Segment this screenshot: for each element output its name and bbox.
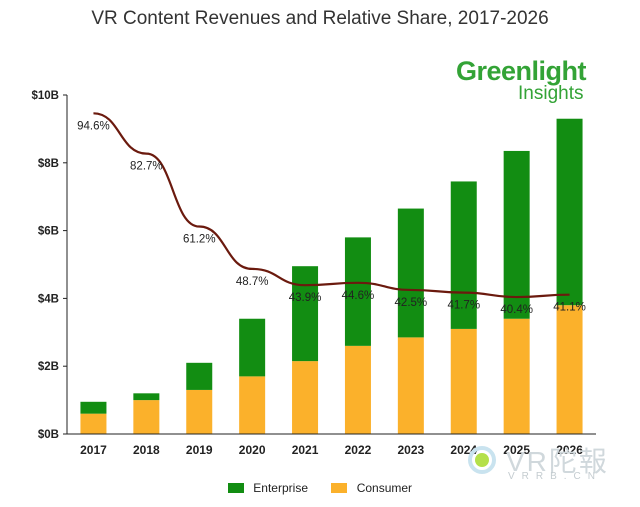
bar-consumer-2020 bbox=[239, 376, 266, 434]
legend-label-enterprise: Enterprise bbox=[253, 480, 308, 495]
bar-enterprise-2019 bbox=[186, 362, 213, 390]
bar-enterprise-2021 bbox=[292, 266, 319, 362]
bar-enterprise-2022 bbox=[344, 237, 371, 346]
legend-item-consumer: Consumer bbox=[331, 481, 412, 495]
share-label-2022: 44.6% bbox=[342, 290, 375, 302]
share-label-2024: 41.7% bbox=[447, 300, 480, 312]
legend-label-consumer: Consumer bbox=[356, 480, 413, 495]
bar-enterprise-2017 bbox=[80, 401, 107, 414]
x-tick-label-2017: 2017 bbox=[80, 443, 107, 457]
x-tick-label-2018: 2018 bbox=[133, 443, 160, 457]
bar-consumer-2017 bbox=[80, 413, 107, 434]
watermark-ring-icon bbox=[468, 446, 496, 474]
bar-consumer-2022 bbox=[344, 345, 371, 434]
logo-main-text: Greenlight bbox=[456, 56, 587, 86]
bar-enterprise-2024 bbox=[450, 181, 477, 329]
bar-consumer-2026 bbox=[556, 305, 583, 434]
y-tick-label: $2B bbox=[38, 361, 59, 373]
x-tick-label-2025: 2025 bbox=[503, 443, 530, 457]
y-tick-label: $0B bbox=[38, 429, 59, 441]
share-label-2023: 42.5% bbox=[395, 297, 428, 309]
x-tick-label-2021: 2021 bbox=[292, 443, 319, 457]
y-tick-label: $6B bbox=[38, 226, 59, 238]
bar-consumer-2025 bbox=[503, 318, 530, 434]
bar-enterprise-2026 bbox=[556, 118, 583, 306]
chart-legend: Enterprise Consumer bbox=[0, 480, 640, 495]
share-label-2020: 48.7% bbox=[236, 276, 269, 288]
share-label-2017: 94.6% bbox=[77, 120, 110, 132]
share-label-2018: 82.7% bbox=[130, 161, 163, 173]
chart-title: VR Content Revenues and Relative Share, … bbox=[91, 8, 549, 29]
watermark-dot-icon bbox=[475, 453, 489, 467]
bar-consumer-2021 bbox=[292, 361, 319, 434]
y-tick-label: $8B bbox=[38, 158, 59, 170]
watermark-text: VR陀報 bbox=[506, 446, 609, 477]
legend-swatch-consumer bbox=[331, 482, 348, 493]
y-tick-label: $10B bbox=[32, 90, 60, 102]
x-tick-label-2026: 2026 bbox=[556, 443, 583, 457]
x-tick-label-2019: 2019 bbox=[186, 443, 213, 457]
bar-consumer-2019 bbox=[186, 389, 213, 434]
bar-enterprise-2025 bbox=[503, 150, 530, 319]
legend-swatch-enterprise bbox=[227, 482, 244, 493]
x-tick-label-2023: 2023 bbox=[397, 443, 424, 457]
bar-enterprise-2018 bbox=[133, 393, 160, 401]
greenlight-logo: Greenlight Insights bbox=[456, 56, 587, 104]
bar-consumer-2018 bbox=[133, 400, 160, 434]
watermark-url: VRRB.CN bbox=[508, 471, 603, 482]
bar-enterprise-2023 bbox=[397, 208, 424, 338]
consumer-share-line bbox=[93, 112, 570, 299]
legend-item-enterprise: Enterprise bbox=[227, 480, 308, 495]
bar-enterprise-2020 bbox=[239, 318, 266, 377]
watermark: VR陀報 VRRB.CN bbox=[462, 438, 640, 498]
bar-consumer-2023 bbox=[397, 337, 424, 434]
bar-consumer-2024 bbox=[450, 328, 477, 434]
x-tick-label-2020: 2020 bbox=[239, 443, 266, 457]
share-label-2019: 61.2% bbox=[183, 234, 216, 246]
logo-sub-text: Insights bbox=[518, 83, 584, 104]
share-label-2026: 41.1% bbox=[553, 302, 586, 314]
share-label-2025: 40.4% bbox=[500, 304, 533, 316]
share-label-2021: 43.9% bbox=[289, 292, 322, 304]
y-tick-label: $4B bbox=[38, 293, 59, 305]
x-tick-label-2022: 2022 bbox=[345, 443, 372, 457]
